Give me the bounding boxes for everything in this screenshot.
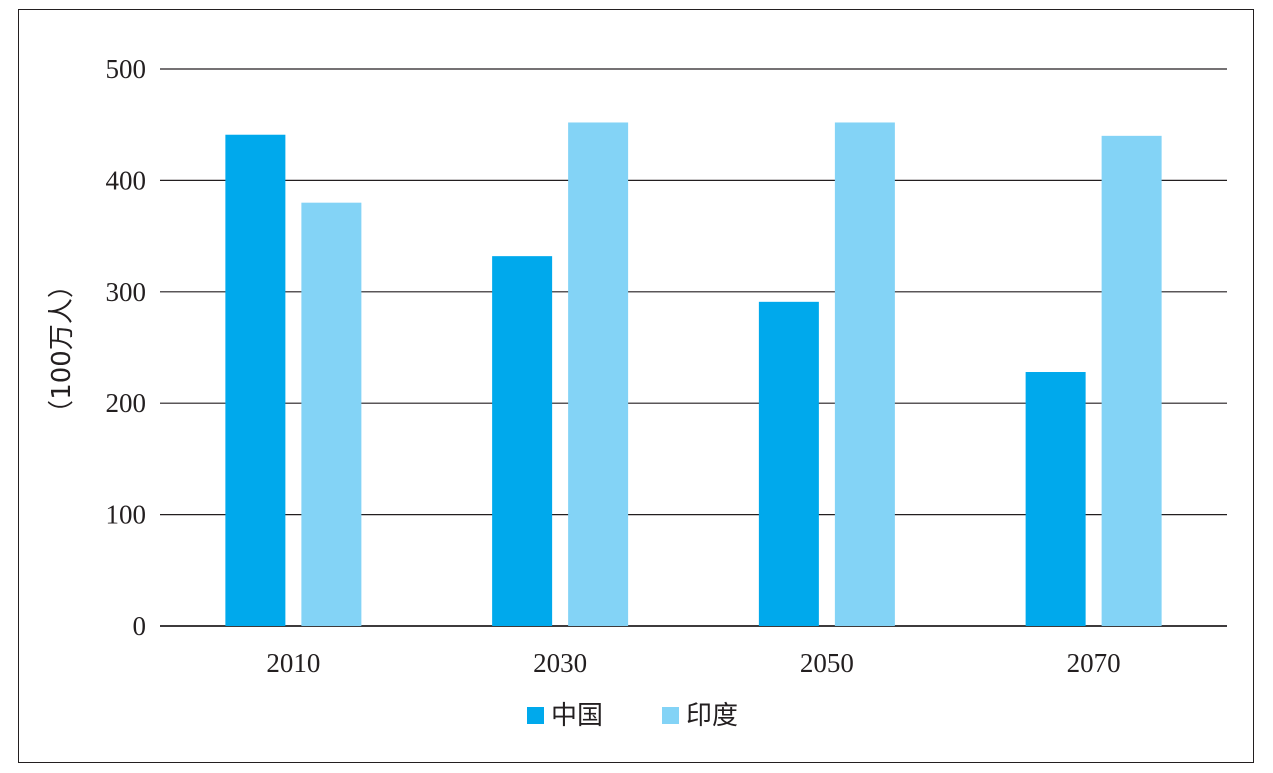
bar-2050-0 bbox=[758, 301, 819, 626]
y-axis-ticks: 0 100 200 300 400 500 bbox=[106, 54, 147, 641]
legend-swatch bbox=[527, 707, 544, 724]
bar-2070-1 bbox=[1101, 135, 1162, 626]
y-tick-label: 500 bbox=[106, 54, 147, 84]
bar-2010-1 bbox=[301, 202, 362, 626]
y-axis-label: （100万人） bbox=[47, 272, 77, 426]
x-tick-label: 2070 bbox=[1067, 648, 1121, 678]
legend: 中国 印度 bbox=[527, 701, 738, 731]
y-tick-label: 200 bbox=[106, 388, 147, 418]
bar-2050-1 bbox=[834, 122, 895, 627]
y-tick-label: 400 bbox=[106, 165, 147, 195]
y-tick-label: 300 bbox=[106, 277, 147, 307]
legend-label: 中国 bbox=[551, 701, 603, 731]
y-tick-label: 0 bbox=[133, 611, 147, 641]
x-axis-ticks: 2010 2030 2050 2070 bbox=[266, 648, 1120, 678]
x-tick-label: 2010 bbox=[266, 648, 320, 678]
legend-label: 印度 bbox=[686, 701, 738, 731]
bar-2030-0 bbox=[492, 256, 553, 626]
x-tick-label: 2050 bbox=[800, 648, 854, 678]
x-tick-label: 2030 bbox=[533, 648, 587, 678]
y-tick-label: 100 bbox=[106, 500, 147, 530]
legend-swatch bbox=[662, 707, 679, 724]
bar-2070-0 bbox=[1025, 372, 1086, 626]
bars bbox=[225, 122, 1162, 627]
bar-2030-1 bbox=[568, 122, 629, 627]
bar-2010-0 bbox=[225, 134, 286, 626]
